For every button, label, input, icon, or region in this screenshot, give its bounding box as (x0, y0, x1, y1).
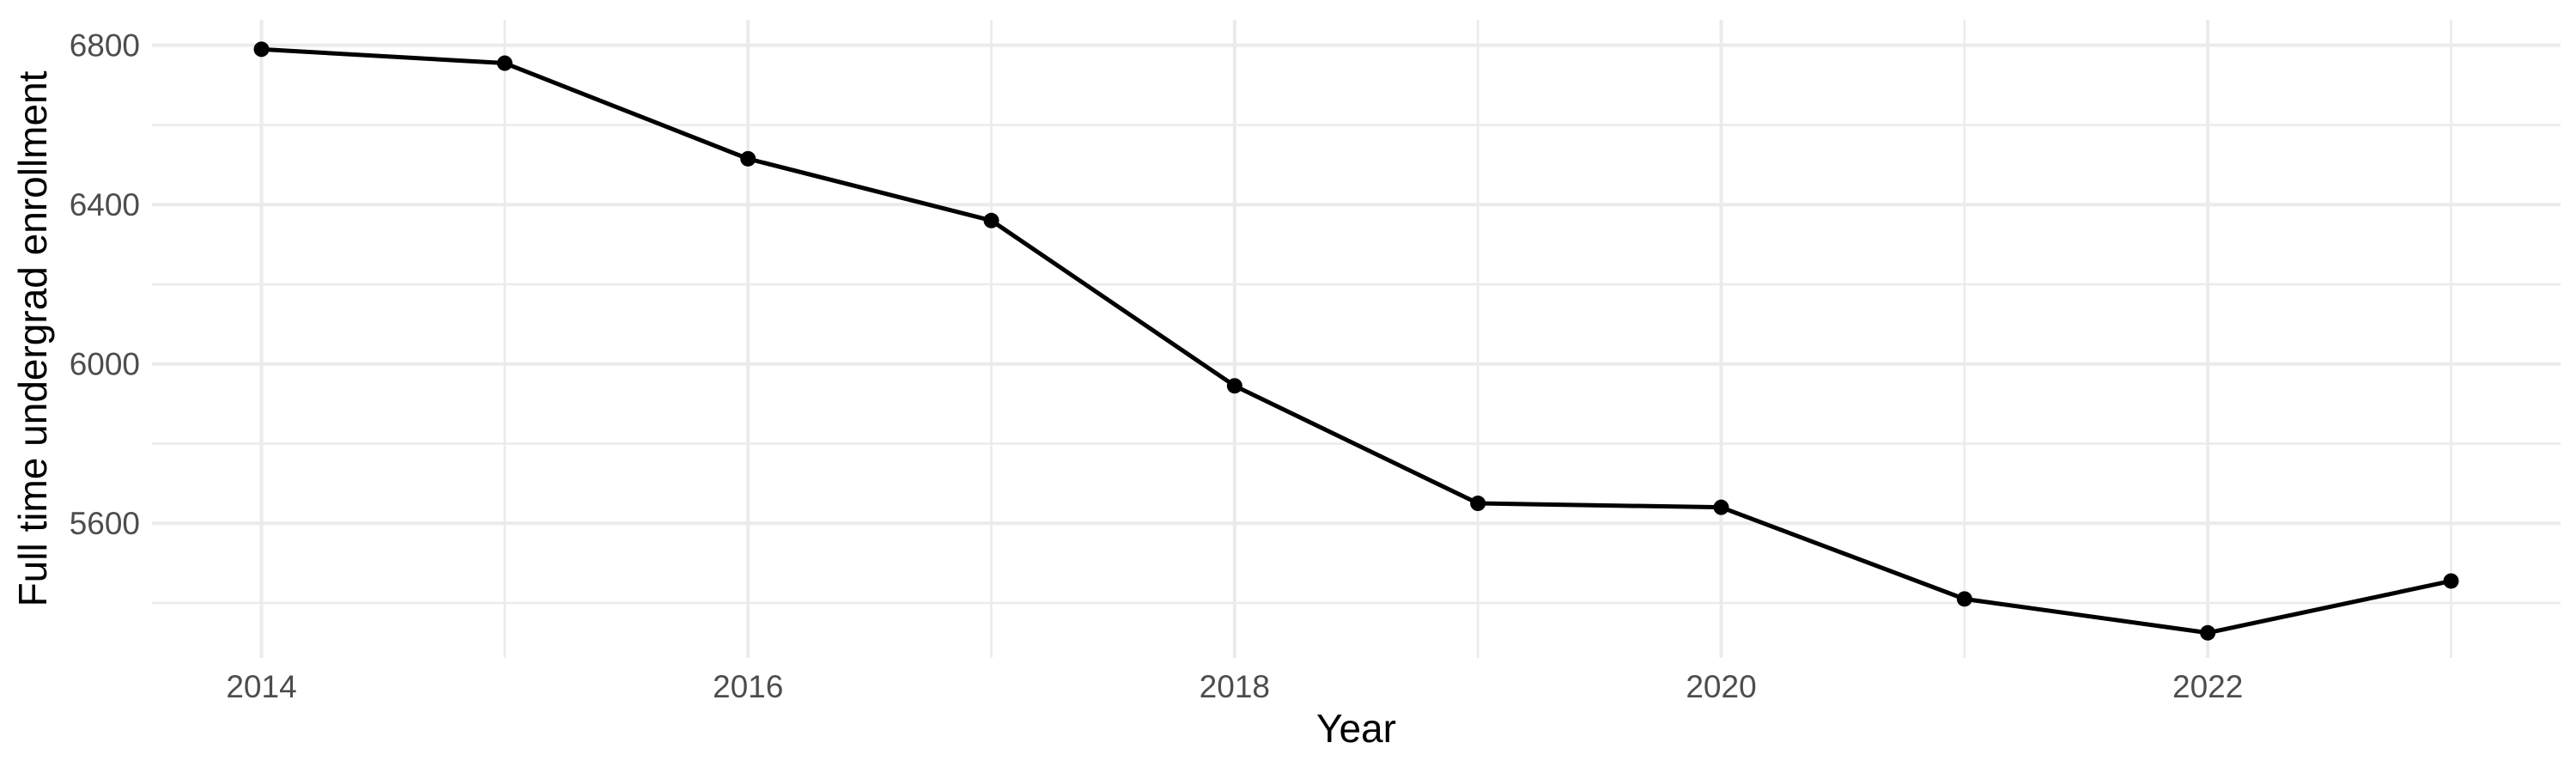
y-tick-label: 6400 (70, 187, 140, 222)
gridlines-layer (152, 20, 2561, 658)
x-tick-label: 2016 (713, 669, 783, 704)
x-tick-label: 2020 (1686, 669, 1756, 704)
data-point (2200, 624, 2216, 641)
data-point (2443, 573, 2459, 589)
y-tick-label: 6800 (70, 28, 140, 64)
axis-labels-layer: 5600 6000 6400 6800 2014 2016 2018 2020 2022 (70, 28, 2244, 704)
data-point (253, 41, 270, 58)
data-point (496, 55, 513, 71)
y-tick-label: 6000 (70, 347, 140, 382)
x-tick-label: 2018 (1200, 669, 1270, 704)
line-series-layer (253, 41, 2459, 641)
enrollment-trend-line (261, 46, 2452, 636)
data-point (1713, 499, 1729, 515)
data-point (740, 150, 756, 167)
y-axis-title: Full time undergrad enrollment (10, 70, 55, 606)
y-tick-label: 5600 (70, 506, 140, 541)
data-point (1226, 378, 1242, 394)
x-tick-label: 2022 (2172, 669, 2243, 704)
x-axis-title: Year (1316, 706, 1396, 751)
data-point (1470, 496, 1486, 512)
x-tick-label: 2014 (226, 669, 296, 704)
data-point (983, 212, 999, 228)
data-point (1956, 591, 1972, 607)
